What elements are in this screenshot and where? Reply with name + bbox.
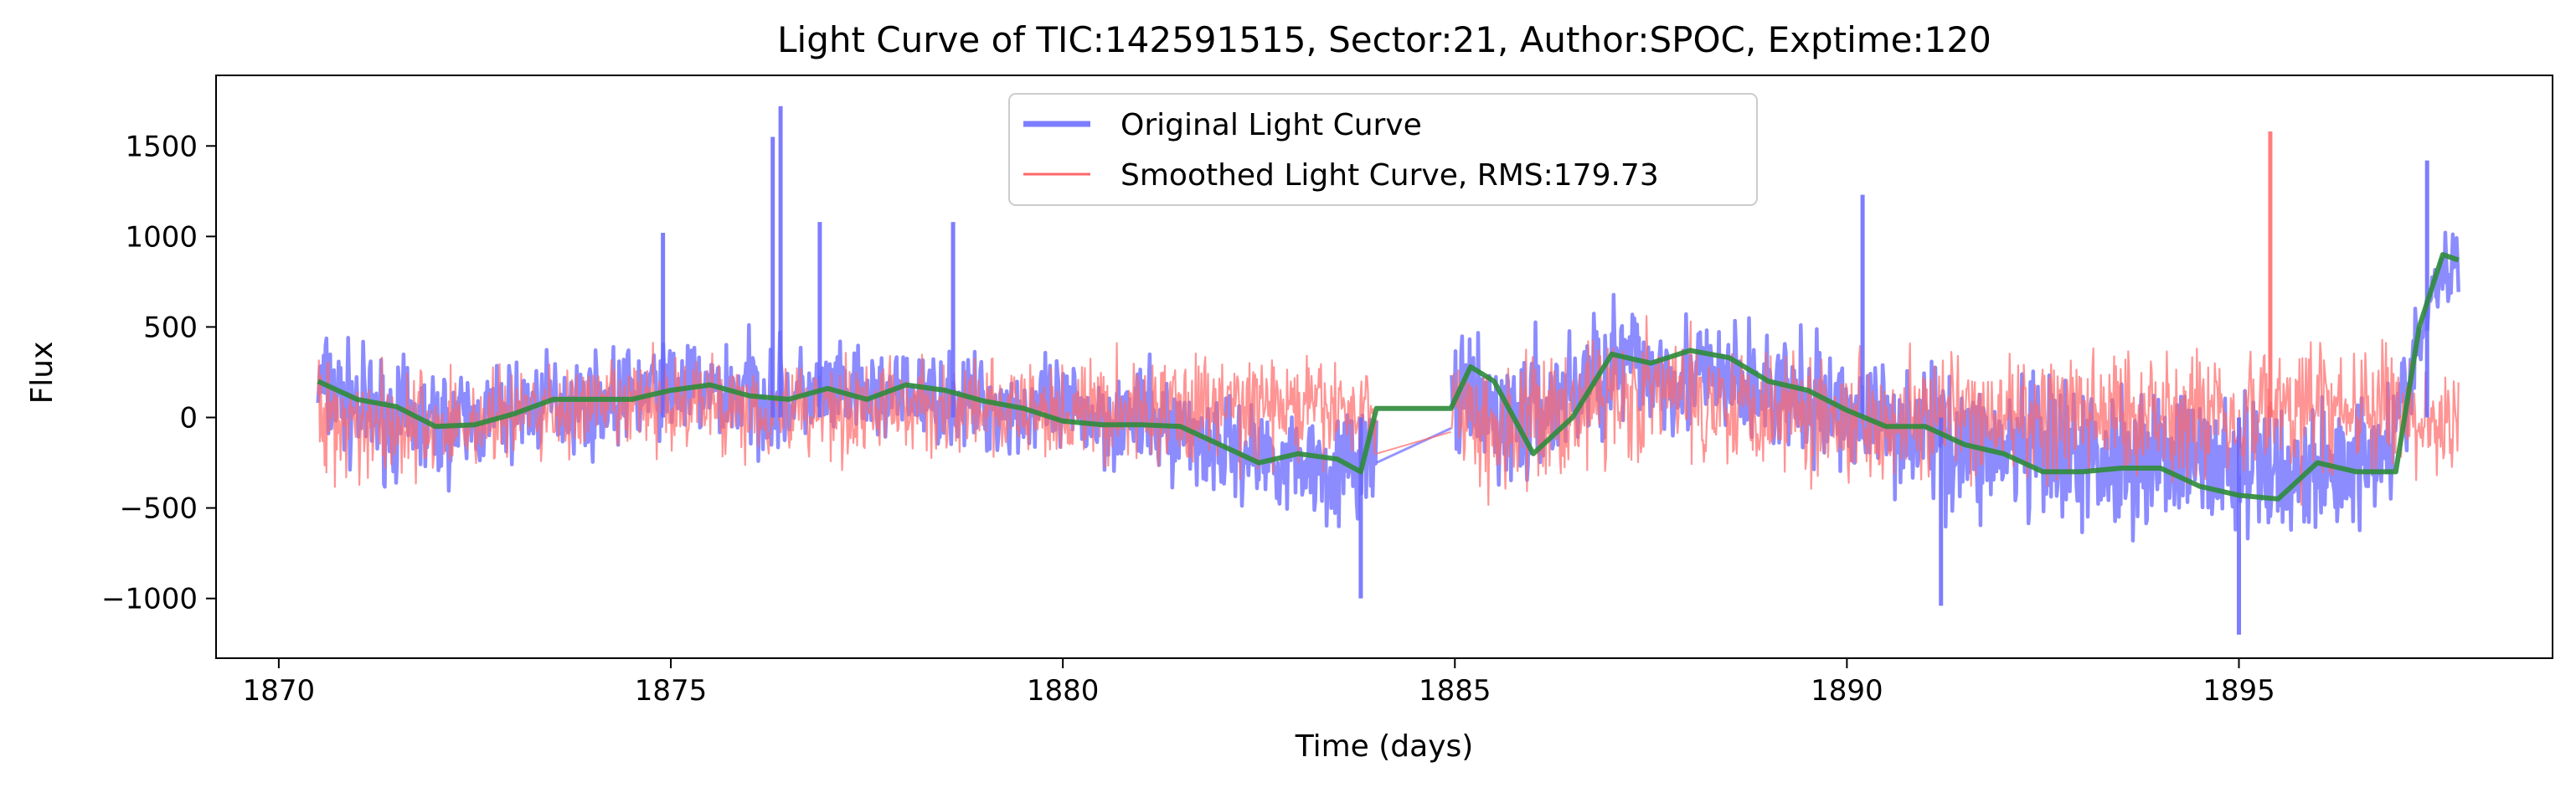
gap-bridge-smoothed [1376, 430, 1451, 455]
x-tick-label: 1875 [635, 674, 708, 708]
plot-data-layer [316, 106, 2460, 635]
legend-label-original: Original Light Curve [1121, 108, 1422, 142]
x-tick-label: 1890 [1811, 674, 1883, 708]
gap-bridge-original [1376, 427, 1452, 464]
plot-frame [215, 75, 2553, 659]
y-tick-label: −1000 [101, 583, 198, 616]
y-axis: −1000 −500 0 500 1000 1500 [101, 130, 216, 616]
y-tick-label: 0 [179, 402, 198, 435]
y-axis-label: Flux [25, 342, 59, 404]
series-line-smoothed-1 [1450, 315, 2460, 507]
legend: Original Light Curve Smoothed Light Curv… [1008, 93, 1758, 206]
x-tick-label: 1870 [243, 674, 316, 708]
legend-box [1008, 93, 1758, 206]
y-tick-label: 1500 [125, 130, 198, 163]
x-tick-label: 1885 [1419, 674, 1492, 708]
y-tick-label: 500 [143, 311, 198, 344]
chart-title: Light Curve of TIC:142591515, Sector:21,… [777, 19, 1991, 60]
x-tick-label: 1880 [1027, 674, 1100, 708]
x-tick-label: 1895 [2202, 674, 2275, 708]
y-tick-label: −500 [120, 492, 198, 526]
x-axis-label: Time (days) [1295, 729, 1474, 764]
x-axis: 1870 1875 1880 1885 1890 1895 [243, 658, 2275, 708]
legend-label-smoothed: Smoothed Light Curve, RMS:179.73 [1121, 158, 1659, 193]
series-line-smoothed-0 [317, 342, 1378, 488]
trend-line [317, 252, 2460, 502]
y-tick-label: 1000 [125, 220, 198, 254]
series-line-original-1 [1450, 230, 2460, 543]
